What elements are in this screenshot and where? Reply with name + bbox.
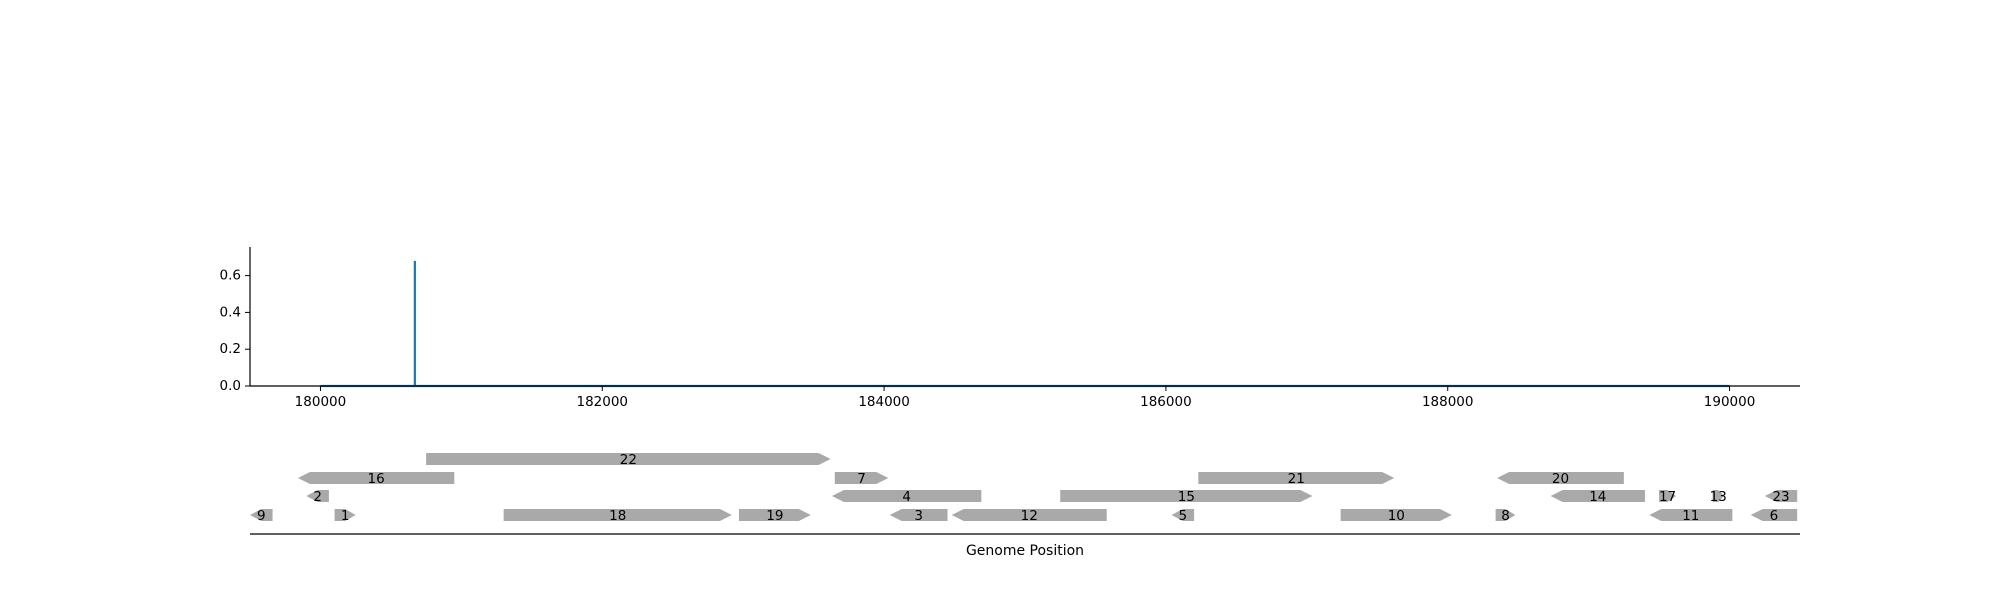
gene-arrow: [306, 490, 329, 502]
gene-17: 17: [1659, 489, 1676, 505]
gene-label: 2: [313, 489, 322, 505]
gene-arrow: [1340, 509, 1452, 521]
gene-arrow: [334, 509, 356, 521]
gene-label: 18: [609, 508, 626, 524]
gene-arrow: [889, 509, 948, 521]
coverage-line-0: [320, 260, 1730, 388]
gene-arrow: [831, 490, 982, 502]
gene-label: 12: [1021, 508, 1038, 524]
x-tick-label: 184000: [858, 394, 910, 410]
gene-3: 3: [889, 508, 948, 524]
gene-15: 15: [1060, 489, 1313, 505]
gene-arrow: [951, 509, 1107, 521]
gene-arrow: [834, 472, 889, 484]
gene-13: 13: [1710, 489, 1727, 505]
gene-label: 11: [1682, 508, 1699, 524]
gene-label: 8: [1501, 508, 1510, 524]
x-tick-label: 188000: [1422, 394, 1474, 410]
gene-5: 5: [1171, 508, 1195, 524]
gene-19: 19: [738, 508, 811, 524]
gene-arrow: [1495, 509, 1516, 521]
gene-16: 16: [297, 471, 455, 487]
gene-label: 19: [766, 508, 783, 524]
y-tick-label: 0.0: [220, 378, 241, 394]
x-tick-label: 180000: [295, 394, 347, 410]
gene-7: 7: [834, 471, 889, 487]
x-axis-ticks: 180000 182000 184000 186000 188000 190000: [295, 386, 1756, 410]
gene-label: 16: [368, 471, 385, 487]
gene-track: 22 16 7 21 20 2 4 15 14 17 13 23 9 1 18 19 3 12 5 10 8 11 6 Ge…: [250, 452, 1800, 559]
gene-label: 13: [1710, 489, 1727, 505]
gene-label: 7: [857, 471, 866, 487]
gene-arrow: [426, 453, 831, 465]
gene-4: 4: [831, 489, 982, 505]
gene-arrow: [1497, 472, 1624, 484]
gene-arrow: [1171, 509, 1195, 521]
gene-label: 20: [1552, 471, 1569, 487]
gene-1: 1: [334, 508, 356, 524]
gene-arrow: [738, 509, 811, 521]
gene-9: 9: [250, 508, 273, 524]
gene-arrow: [1060, 490, 1313, 502]
gene-arrow: [250, 509, 273, 521]
gene-14: 14: [1550, 489, 1645, 505]
x-tick-label: 182000: [576, 394, 628, 410]
gene-features: 22 16 7 21 20 2 4 15 14 17 13 23 9 1 18 19 3 12 5 10 8 11 6: [250, 452, 1798, 524]
gene-22: 22: [426, 452, 831, 468]
gene-6: 6: [1750, 508, 1798, 524]
gene-label: 21: [1288, 471, 1305, 487]
coverage-plot: 180000 182000 184000 186000 188000 190000 0.0…: [220, 247, 1800, 410]
gene-label: 9: [257, 508, 266, 524]
gene-arrow: [1712, 490, 1724, 502]
gene-11: 11: [1649, 508, 1733, 524]
x-tick-label: 190000: [1704, 394, 1756, 410]
gene-arrow: [1649, 509, 1733, 521]
coverage-series: [320, 260, 1730, 388]
y-tick-label: 0.4: [220, 304, 241, 320]
gene-12: 12: [951, 508, 1107, 524]
gene-arrow: [503, 509, 732, 521]
gene-arrow: [1764, 490, 1798, 502]
gene-20: 20: [1497, 471, 1624, 487]
gene-label: 1: [341, 508, 350, 524]
gene-arrow: [297, 472, 455, 484]
gene-label: 14: [1589, 489, 1606, 505]
gene-18: 18: [503, 508, 732, 524]
gene-arrow: [1659, 490, 1676, 502]
y-axis-ticks: 0.0 0.2 0.4 0.6: [220, 268, 250, 394]
gene-arrow: [1550, 490, 1645, 502]
gene-label: 15: [1178, 489, 1195, 505]
gene-10: 10: [1340, 508, 1452, 524]
gene-arrow: [1198, 472, 1395, 484]
gene-label: 3: [914, 508, 923, 524]
gene-label: 10: [1388, 508, 1405, 524]
gene-track-xlabel: Genome Position: [966, 543, 1084, 559]
gene-21: 21: [1198, 471, 1395, 487]
gene-8: 8: [1495, 508, 1516, 524]
gene-arrow: [1750, 509, 1798, 521]
gene-label: 22: [620, 452, 637, 468]
gene-23: 23: [1764, 489, 1798, 505]
gene-label: 17: [1659, 489, 1676, 505]
y-tick-label: 0.6: [220, 268, 241, 284]
gene-label: 23: [1772, 489, 1789, 505]
gene-label: 4: [902, 489, 911, 505]
gene-label: 6: [1770, 508, 1779, 524]
x-tick-label: 186000: [1140, 394, 1192, 410]
gene-2: 2: [306, 489, 329, 505]
y-tick-label: 0.2: [220, 341, 241, 357]
gene-label: 5: [1179, 508, 1188, 524]
